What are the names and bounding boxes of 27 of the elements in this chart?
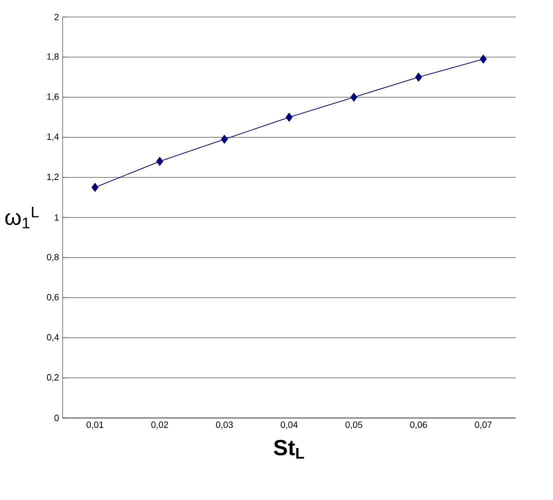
point <box>156 156 164 166</box>
y-axis-title: ω$_{1}$L <box>5 206 39 228</box>
y-tick-label: 0,2 <box>46 374 59 382</box>
point <box>415 72 422 82</box>
y-tick-label: 0,6 <box>46 294 59 302</box>
y-tick-label: 1,4 <box>47 134 59 141</box>
y-tick-label: 1 <box>54 214 59 221</box>
x-tick-label: 0,04 <box>280 422 298 429</box>
x-tick-label: 0,06 <box>410 422 427 429</box>
x-tick-label: 0,02 <box>151 422 168 429</box>
y-tick-label: 1,6 <box>47 93 59 101</box>
x-tick-label: 0,01 <box>86 422 104 429</box>
y-tick-label: 2 <box>54 14 59 20</box>
point <box>92 183 98 192</box>
point <box>286 112 293 122</box>
y-tick-label: 0 <box>54 414 59 422</box>
x-axis-title: St$_{L}$ <box>274 440 304 459</box>
y-tick-label: 0,4 <box>46 334 59 342</box>
point <box>221 134 228 144</box>
x-tick-label: 0,05 <box>345 422 362 429</box>
point <box>350 92 358 102</box>
y-tick-label: 0,8 <box>46 254 59 262</box>
x-tick-label: 0,03 <box>216 422 233 429</box>
point <box>480 54 487 64</box>
y-tick-label: 1,2 <box>47 174 59 182</box>
x-tick-label: 0,07 <box>474 422 492 429</box>
y-tick-label: 1,8 <box>47 53 59 61</box>
